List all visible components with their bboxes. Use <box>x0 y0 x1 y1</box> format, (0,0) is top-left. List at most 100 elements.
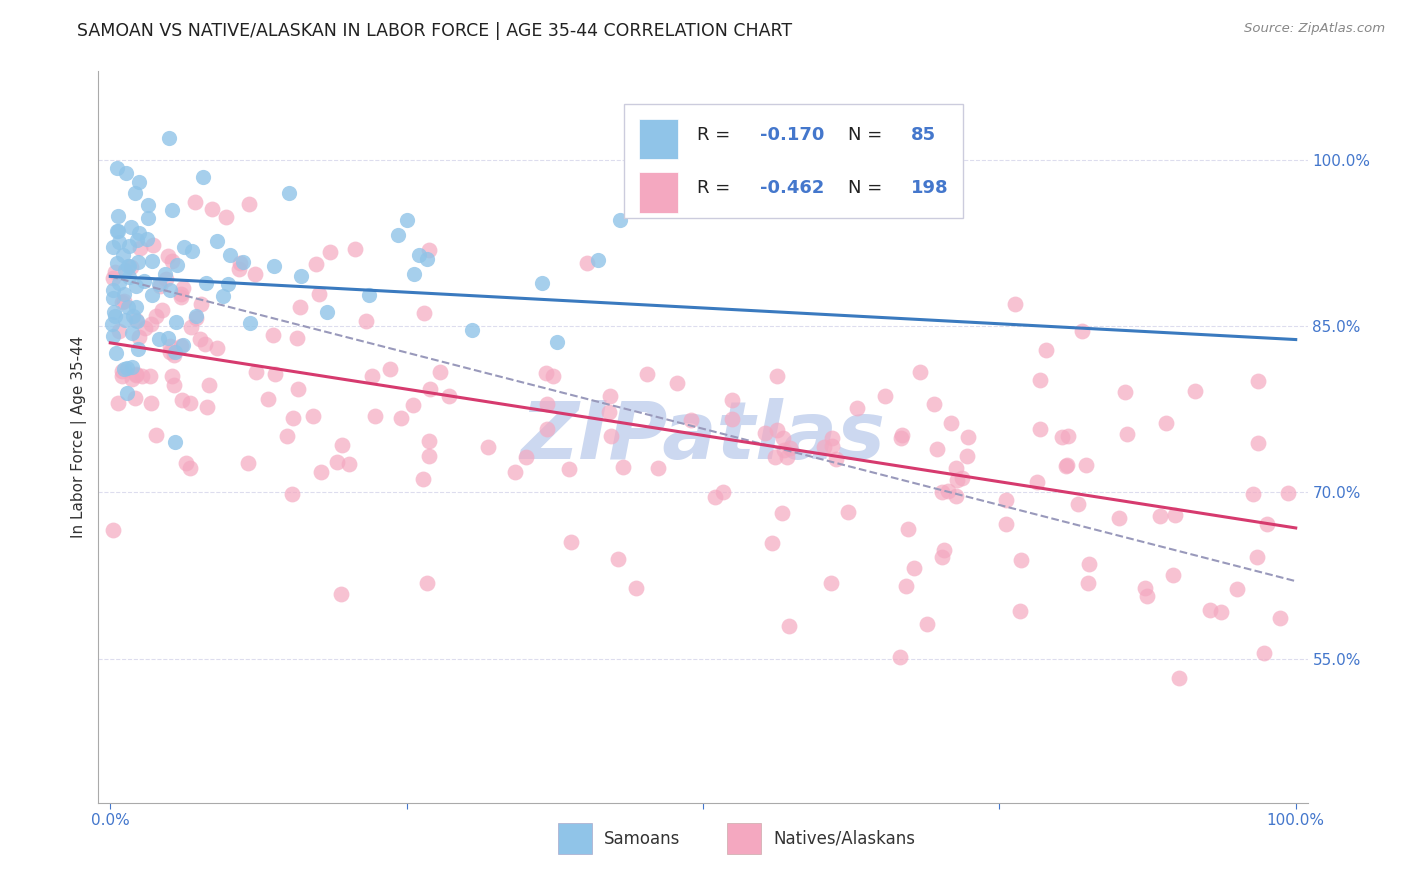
Samoans <box>117 300 139 314</box>
Natives/Alaskans <box>412 472 434 486</box>
Natives/Alaskans <box>179 395 201 409</box>
Natives/Alaskans <box>956 430 979 444</box>
Samoans <box>121 360 143 375</box>
Samoans <box>127 255 149 269</box>
Samoans <box>263 260 285 274</box>
Samoans <box>316 304 339 318</box>
Natives/Alaskans <box>945 489 967 503</box>
Samoans <box>108 276 131 290</box>
Natives/Alaskans <box>121 372 143 386</box>
Samoans <box>402 267 425 281</box>
Natives/Alaskans <box>329 587 352 601</box>
Natives/Alaskans <box>1004 297 1026 311</box>
Natives/Alaskans <box>184 311 207 326</box>
Natives/Alaskans <box>704 490 727 504</box>
Samoans <box>114 313 136 327</box>
Natives/Alaskans <box>111 295 134 310</box>
Natives/Alaskans <box>101 271 124 285</box>
Natives/Alaskans <box>1226 582 1249 597</box>
Samoans <box>165 315 187 329</box>
Natives/Alaskans <box>1136 589 1159 603</box>
Bar <box>638 172 678 212</box>
Natives/Alaskans <box>149 278 172 293</box>
Natives/Alaskans <box>401 398 423 412</box>
Natives/Alaskans <box>287 382 309 396</box>
Natives/Alaskans <box>174 456 197 470</box>
Natives/Alaskans <box>236 456 259 470</box>
Natives/Alaskans <box>1161 568 1184 582</box>
Natives/Alaskans <box>112 293 135 308</box>
Samoans <box>290 268 312 283</box>
Natives/Alaskans <box>647 461 669 475</box>
Natives/Alaskans <box>720 393 742 408</box>
Natives/Alaskans <box>145 427 167 442</box>
Natives/Alaskans <box>360 368 382 383</box>
Natives/Alaskans <box>956 449 979 463</box>
Samoans <box>217 277 239 291</box>
Samoans <box>105 161 128 175</box>
Natives/Alaskans <box>194 337 217 351</box>
Natives/Alaskans <box>120 260 142 275</box>
Natives/Alaskans <box>170 290 193 304</box>
Natives/Alaskans <box>150 303 173 318</box>
Text: 198: 198 <box>911 179 949 197</box>
Natives/Alaskans <box>378 362 401 376</box>
Samoans <box>195 276 218 290</box>
Natives/Alaskans <box>163 377 186 392</box>
FancyBboxPatch shape <box>624 104 963 218</box>
Natives/Alaskans <box>534 366 557 380</box>
Natives/Alaskans <box>1209 605 1232 619</box>
Bar <box>638 119 678 159</box>
Natives/Alaskans <box>1054 458 1077 473</box>
Natives/Alaskans <box>772 442 794 457</box>
Bar <box>558 823 592 854</box>
Samoans <box>125 278 148 293</box>
Natives/Alaskans <box>772 431 794 445</box>
Samoans <box>395 213 418 227</box>
Text: 85: 85 <box>911 126 936 144</box>
Natives/Alaskans <box>1050 430 1073 444</box>
Natives/Alaskans <box>925 442 948 456</box>
Natives/Alaskans <box>711 485 734 500</box>
Natives/Alaskans <box>163 348 186 362</box>
Natives/Alaskans <box>505 465 527 479</box>
Natives/Alaskans <box>145 309 167 323</box>
Natives/Alaskans <box>1149 509 1171 524</box>
Natives/Alaskans <box>419 382 441 396</box>
Natives/Alaskans <box>180 320 202 334</box>
Text: -0.462: -0.462 <box>759 179 824 197</box>
Natives/Alaskans <box>416 575 439 590</box>
Natives/Alaskans <box>243 267 266 281</box>
Natives/Alaskans <box>195 400 218 414</box>
Samoans <box>387 227 409 242</box>
Natives/Alaskans <box>1199 602 1222 616</box>
Y-axis label: In Labor Force | Age 35-44: In Labor Force | Age 35-44 <box>72 336 87 538</box>
Natives/Alaskans <box>319 244 342 259</box>
Natives/Alaskans <box>766 369 789 384</box>
Natives/Alaskans <box>1108 511 1130 525</box>
Natives/Alaskans <box>825 452 848 467</box>
Natives/Alaskans <box>936 484 959 499</box>
Samoans <box>128 227 150 241</box>
Natives/Alaskans <box>205 342 228 356</box>
Natives/Alaskans <box>1268 611 1291 625</box>
Natives/Alaskans <box>190 297 212 311</box>
Natives/Alaskans <box>257 392 280 406</box>
Natives/Alaskans <box>576 256 599 270</box>
Samoans <box>153 267 176 281</box>
Samoans <box>211 289 233 303</box>
Natives/Alaskans <box>125 313 148 327</box>
Samoans <box>159 283 181 297</box>
Natives/Alaskans <box>1066 497 1088 511</box>
Natives/Alaskans <box>326 455 349 469</box>
Natives/Alaskans <box>229 256 252 270</box>
Natives/Alaskans <box>104 264 127 278</box>
Natives/Alaskans <box>599 428 621 442</box>
Natives/Alaskans <box>1184 384 1206 398</box>
Natives/Alaskans <box>262 327 284 342</box>
Natives/Alaskans <box>1247 374 1270 388</box>
Samoans <box>105 256 128 270</box>
Natives/Alaskans <box>1029 422 1052 436</box>
Natives/Alaskans <box>305 257 328 271</box>
Samoans <box>117 239 139 253</box>
